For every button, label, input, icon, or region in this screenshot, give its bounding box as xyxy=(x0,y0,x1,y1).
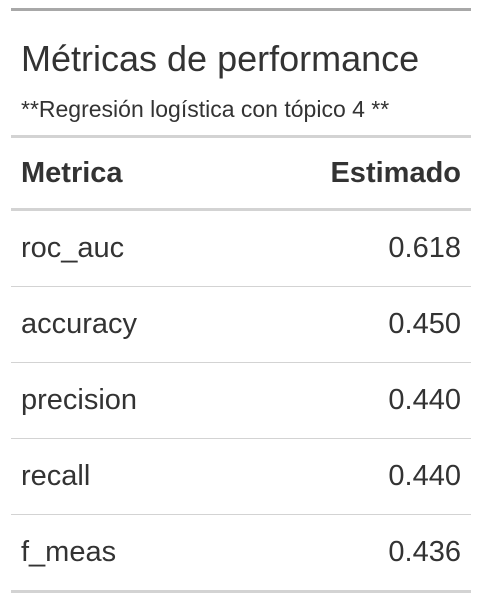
table-bottom-rule xyxy=(11,590,471,593)
header-top-rule xyxy=(11,135,471,138)
column-header-estimate: Estimado xyxy=(330,156,461,189)
metric-cell: accuracy xyxy=(21,308,138,340)
header-bottom-rule xyxy=(11,208,471,211)
table-row: f_meas 0.436 xyxy=(11,514,471,590)
estimate-cell: 0.618 xyxy=(388,232,461,264)
estimate-cell: 0.440 xyxy=(388,384,461,416)
table-row: precision 0.440 xyxy=(11,362,471,438)
table-row: roc_auc 0.618 xyxy=(11,211,471,286)
estimate-cell: 0.436 xyxy=(388,536,461,568)
metric-cell: recall xyxy=(21,460,91,492)
column-header-row: Metrica Estimado xyxy=(11,138,471,208)
estimate-cell: 0.450 xyxy=(388,308,461,340)
table-title: Métricas de performance xyxy=(21,38,420,79)
metric-cell: f_meas xyxy=(21,536,117,568)
table-row: accuracy 0.450 xyxy=(11,286,471,362)
metric-cell: roc_auc xyxy=(21,232,125,264)
column-header-metric: Metrica xyxy=(21,156,123,189)
table-subtitle: **Regresión logística con tópico 4 ** xyxy=(21,96,390,122)
table-row: recall 0.440 xyxy=(11,438,471,514)
table-top-rule xyxy=(11,8,471,11)
metric-cell: precision xyxy=(21,384,138,416)
estimate-cell: 0.440 xyxy=(388,460,461,492)
metrics-table: Métricas de performance **Regresión logí… xyxy=(11,8,471,593)
